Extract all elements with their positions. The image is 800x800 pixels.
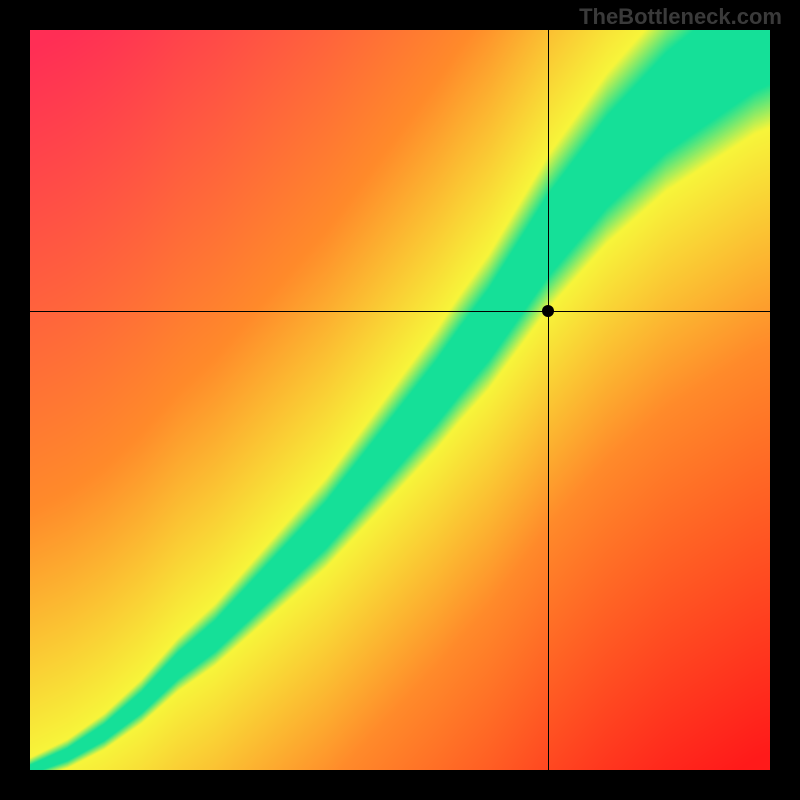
attribution-label: TheBottleneck.com [579, 4, 782, 30]
heatmap-plot [30, 30, 770, 770]
heatmap-canvas [30, 30, 770, 770]
crosshair-vertical [548, 30, 549, 770]
chart-container: TheBottleneck.com [0, 0, 800, 800]
crosshair-marker [542, 305, 554, 317]
crosshair-horizontal [30, 311, 770, 312]
